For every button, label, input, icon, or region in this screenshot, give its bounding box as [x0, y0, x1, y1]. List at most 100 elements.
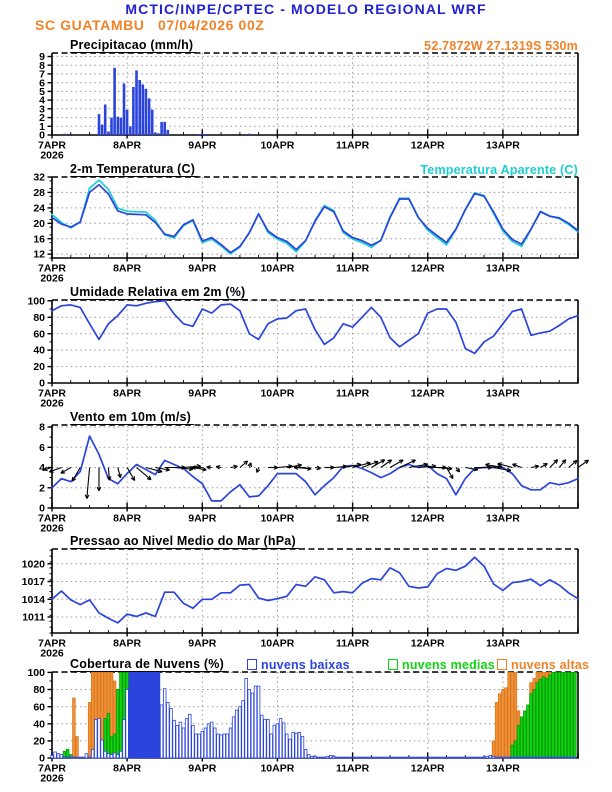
svg-text:12APR: 12APR [411, 638, 445, 650]
svg-text:7APR: 7APR [38, 263, 66, 275]
svg-text:2026: 2026 [40, 648, 64, 660]
svg-text:7APR: 7APR [38, 638, 66, 650]
svg-text:7APR: 7APR [38, 388, 66, 400]
svg-text:60: 60 [33, 328, 45, 340]
svg-text:9APR: 9APR [188, 263, 216, 275]
panel-clouds: 0 20 40 60 80 100 7APR 8APR 9APR 10APR 11APR 12APR 1… [27, 667, 579, 785]
svg-text:20: 20 [33, 361, 45, 373]
svg-text:13APR: 13APR [486, 763, 520, 775]
svg-text:9APR: 9APR [188, 638, 216, 650]
svg-text:0: 0 [39, 753, 45, 765]
svg-text:11APR: 11APR [336, 638, 370, 650]
svg-text:12APR: 12APR [411, 388, 445, 400]
svg-text:0: 0 [39, 378, 45, 390]
run-datetime: 07/04/2026 00Z [158, 17, 265, 33]
panel-humidity: 0 20 40 60 80 100 7APR 8APR 9APR 10APR 11APR 12APR 1… [27, 295, 579, 410]
svg-text:10APR: 10APR [260, 140, 294, 152]
svg-text:24: 24 [33, 203, 45, 215]
svg-text:9APR: 9APR [188, 140, 216, 152]
legend-nuvens-medias: nuvens medias [388, 658, 495, 672]
svg-text:12APR: 12APR [411, 263, 445, 275]
svg-text:6: 6 [39, 77, 45, 89]
clouds-title: Cobertura de Nuvens (%) [70, 657, 227, 672]
svg-text:10APR: 10APR [260, 763, 294, 775]
svg-text:1: 1 [39, 121, 45, 133]
svg-text:32: 32 [33, 172, 45, 184]
svg-text:8: 8 [39, 422, 45, 434]
pressure-title-row: Pressao ao Nivel Medio do Mar (hPa) [0, 533, 612, 549]
svg-text:1017: 1017 [22, 576, 46, 588]
svg-text:13APR: 13APR [486, 263, 520, 275]
svg-text:100: 100 [27, 295, 45, 307]
svg-text:9APR: 9APR [188, 388, 216, 400]
svg-text:7: 7 [39, 69, 45, 81]
clouds-title-row: Cobertura de Nuvens (%) nuvens baixas nu… [0, 656, 612, 672]
svg-text:10APR: 10APR [260, 263, 294, 275]
temp-title-row: 2-m Temperatura (C) Temperatura Aparente… [0, 161, 612, 177]
svg-text:11APR: 11APR [336, 140, 370, 152]
legend-nuvens-baixas: nuvens baixas [247, 658, 350, 672]
svg-text:2: 2 [39, 112, 45, 124]
svg-text:13APR: 13APR [486, 638, 520, 650]
svg-text:2026: 2026 [40, 773, 64, 785]
svg-text:11APR: 11APR [336, 763, 370, 775]
svg-text:3: 3 [39, 103, 45, 115]
svg-text:11APR: 11APR [336, 513, 370, 525]
legend-nuvens-medias-label: nuvens medias [402, 658, 495, 672]
svg-text:5: 5 [39, 86, 45, 98]
apparent-temp-legend: Temperatura Aparente (C) [420, 163, 578, 177]
temp-title: 2-m Temperatura (C) [70, 162, 199, 177]
svg-text:8APR: 8APR [113, 638, 141, 650]
location-coords: 52.7872W 27.1319S 530m [424, 39, 578, 53]
svg-text:2026: 2026 [40, 150, 64, 162]
panel-wind: 0 2 4 6 8 7APR 8APR 9APR 10APR 11APR 12APR 13APR 202… [38, 422, 589, 535]
legend-nuvens-altas-label: nuvens altas [511, 658, 590, 672]
panel-pressure: 1011 1014 1017 1020 7APR 8APR 9APR 10APR 11APR 12… [22, 548, 579, 660]
svg-text:7APR: 7APR [38, 763, 66, 775]
svg-text:8APR: 8APR [113, 513, 141, 525]
svg-text:10APR: 10APR [260, 388, 294, 400]
svg-text:2026: 2026 [40, 273, 64, 285]
nuvens-altas-swatch-icon [497, 659, 507, 670]
svg-text:80: 80 [33, 312, 45, 324]
pressure-title: Pressao ao Nivel Medio do Mar (hPa) [70, 534, 299, 549]
svg-text:4: 4 [39, 95, 45, 107]
svg-text:8APR: 8APR [113, 263, 141, 275]
svg-text:6: 6 [39, 442, 45, 454]
svg-text:7APR: 7APR [38, 513, 66, 525]
svg-text:1011: 1011 [22, 612, 45, 624]
svg-text:2026: 2026 [40, 398, 64, 410]
svg-text:2: 2 [39, 482, 45, 494]
nuvens-medias-swatch-icon [388, 659, 398, 670]
svg-text:13APR: 13APR [486, 140, 520, 152]
svg-text:80: 80 [33, 684, 45, 696]
svg-text:9APR: 9APR [188, 513, 216, 525]
svg-text:13APR: 13APR [486, 513, 520, 525]
nuvens-baixas-swatch-icon [247, 659, 257, 670]
svg-text:8APR: 8APR [113, 140, 141, 152]
precip-title-row: Precipitacao (mm/h) 52.7872W 27.1319S 53… [0, 37, 612, 53]
legend-nuvens-altas: nuvens altas [497, 658, 589, 672]
svg-text:7APR: 7APR [38, 140, 66, 152]
panel-temperature: 12 16 20 24 28 32 7APR 8APR 9APR 10APR 11APR 12APR 1… [33, 172, 579, 285]
precip-title: Precipitacao (mm/h) [70, 38, 197, 53]
svg-text:60: 60 [33, 701, 45, 713]
svg-text:12APR: 12APR [411, 763, 445, 775]
svg-text:11APR: 11APR [336, 388, 370, 400]
svg-text:16: 16 [33, 233, 45, 245]
svg-text:0: 0 [39, 130, 45, 142]
svg-text:10APR: 10APR [260, 638, 294, 650]
svg-text:8APR: 8APR [113, 763, 141, 775]
svg-text:1020: 1020 [22, 558, 46, 570]
svg-text:12APR: 12APR [411, 513, 445, 525]
svg-text:12: 12 [33, 249, 45, 261]
svg-text:12APR: 12APR [411, 140, 445, 152]
svg-text:0: 0 [39, 503, 45, 515]
svg-text:40: 40 [33, 718, 45, 730]
svg-text:9: 9 [39, 51, 45, 63]
legend-nuvens-baixas-label: nuvens baixas [261, 658, 350, 672]
station-name: SC GUATAMBU [35, 17, 145, 33]
svg-text:2026: 2026 [40, 523, 64, 535]
